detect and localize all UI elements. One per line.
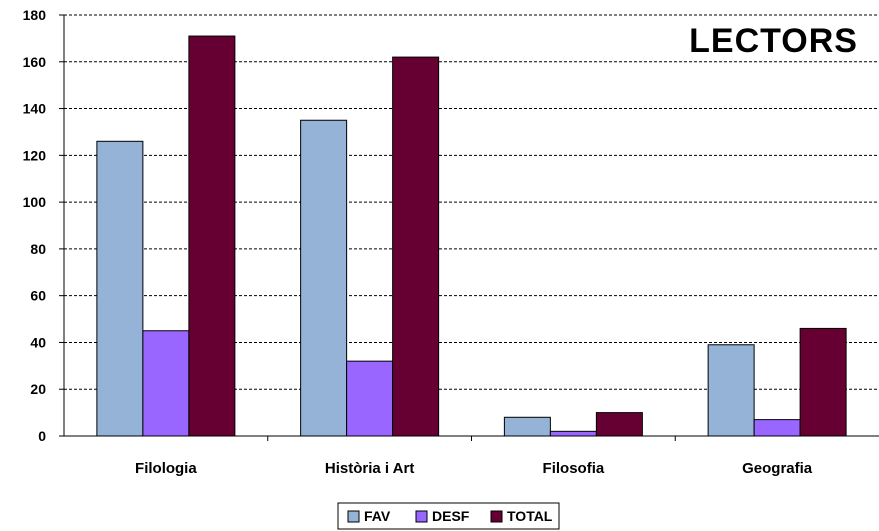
y-tick-label: 80	[30, 241, 46, 257]
y-tick-label: 60	[30, 288, 46, 304]
y-tick-label: 180	[23, 7, 47, 23]
bar-desf-1	[346, 360, 394, 437]
legend-box	[337, 502, 560, 530]
bar-total-3	[799, 327, 847, 437]
bar-fav-2	[503, 416, 551, 437]
legend-label-desf: DESF	[432, 508, 470, 524]
x-tick-label: Filosofia	[543, 460, 605, 477]
y-tick-label: 40	[30, 334, 46, 350]
legend-swatch-fav	[347, 510, 360, 523]
bar-total-1	[392, 56, 440, 437]
y-tick-label: 100	[23, 194, 47, 210]
bar-total-2	[595, 412, 643, 437]
y-tick-label: 120	[23, 147, 47, 163]
axes	[63, 15, 879, 437]
bars	[96, 35, 847, 437]
x-tick-label: Filologia	[135, 460, 197, 477]
bar-fav-0	[96, 140, 144, 437]
x-tick-labels: Filologia Història i Art Filosofia Geografi…	[135, 460, 813, 477]
y-tick-label: 140	[23, 101, 47, 117]
legend-swatch-desf	[415, 510, 428, 523]
chart-title: LECTORS	[689, 22, 858, 60]
bar-desf-3	[753, 419, 801, 437]
y-tick-label: 160	[23, 54, 47, 70]
y-tick-label: 0	[38, 428, 46, 444]
y-tick-labels: 0 20 40 60 80 100 120 140 160 180	[23, 7, 47, 444]
legend-swatch-total	[490, 510, 503, 523]
legend-label-fav: FAV	[364, 508, 391, 524]
x-tick-label: Història i Art	[325, 460, 414, 477]
x-tick-label: Geografia	[742, 460, 813, 477]
bar-desf-0	[142, 330, 190, 437]
bar-total-0	[188, 35, 236, 437]
legend-label-total: TOTAL	[507, 508, 553, 524]
bar-fav-3	[707, 344, 755, 437]
bar-fav-1	[300, 119, 348, 437]
bar-desf-2	[549, 430, 597, 437]
legend: FAV DESF TOTAL	[337, 502, 560, 530]
y-tick-label: 20	[30, 381, 46, 397]
